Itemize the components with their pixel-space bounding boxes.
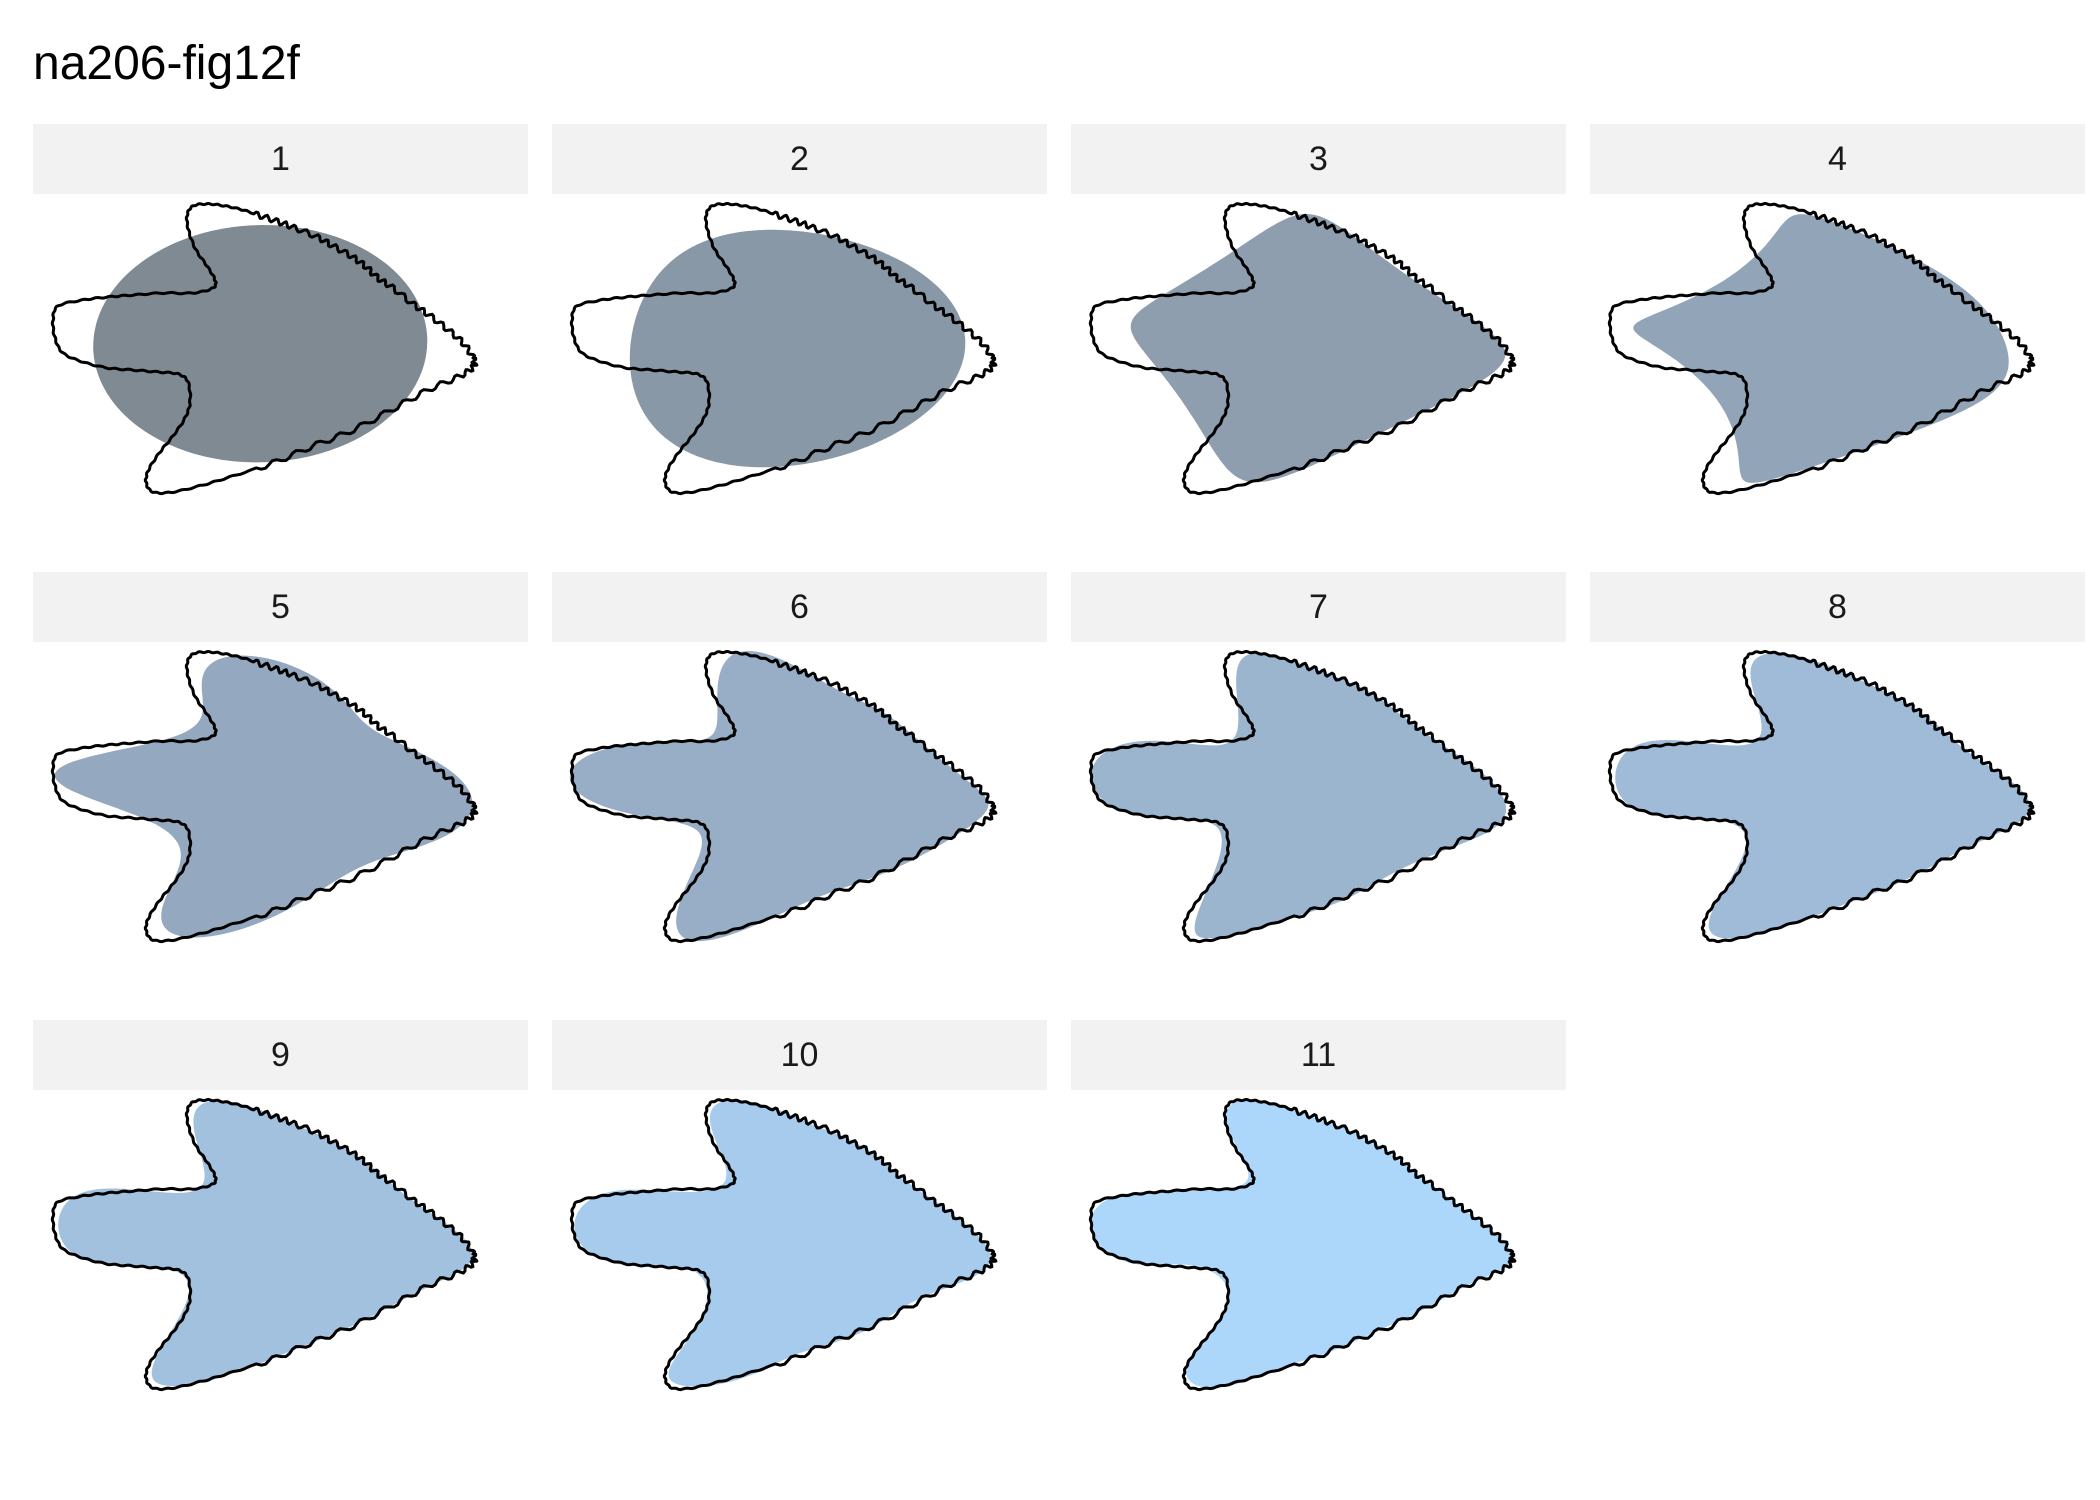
facet-plot-svg xyxy=(50,650,479,944)
facet-plot-svg xyxy=(50,202,479,496)
facet-plot-area xyxy=(552,1098,1047,1451)
facet-panel-3: 3 xyxy=(1071,124,1566,555)
arrowhead-outline xyxy=(50,650,479,944)
arrowhead-outline xyxy=(1088,650,1517,944)
facet-strip-label: 3 xyxy=(1071,124,1566,194)
facet-plot-area xyxy=(1071,1098,1566,1451)
facet-plot-svg xyxy=(569,202,998,496)
reconstructed-shape xyxy=(569,650,989,942)
reconstructed-shape xyxy=(1090,653,1507,939)
facet-plot-svg xyxy=(1088,1098,1517,1392)
arrowhead-outline xyxy=(569,650,998,944)
facet-strip-label: 4 xyxy=(1590,124,2085,194)
facet-strip-label: 8 xyxy=(1590,572,2085,642)
facet-strip-label: 5 xyxy=(33,572,528,642)
facet-panel-4: 4 xyxy=(1590,124,2085,555)
facet-strip-label: 9 xyxy=(33,1020,528,1090)
arrowhead-outline xyxy=(50,1098,479,1392)
arrowhead-outline xyxy=(1088,1098,1517,1392)
arrowhead-outline xyxy=(50,202,479,496)
facet-plot-svg xyxy=(50,1098,479,1392)
facet-panel-5: 5 xyxy=(33,572,528,1003)
facet-plot-area xyxy=(1071,202,1566,555)
facet-panel-11: 11 xyxy=(1071,1020,1566,1451)
arrowhead-outline xyxy=(1607,650,2036,944)
reconstructed-shape xyxy=(629,229,966,468)
facet-plot-area xyxy=(552,202,1047,555)
facet-panel-10: 10 xyxy=(552,1020,1047,1451)
facet-strip-label: 7 xyxy=(1071,572,1566,642)
facet-plot-area xyxy=(1590,202,2085,555)
facet-plot-area xyxy=(33,650,528,1003)
facet-plot-svg xyxy=(569,650,998,944)
facet-strip-label: 1 xyxy=(33,124,528,194)
reconstructed-shape xyxy=(574,1099,991,1387)
facet-plot-svg xyxy=(569,1098,998,1392)
facet-strip-label: 6 xyxy=(552,572,1047,642)
arrowhead-outline xyxy=(1088,202,1517,496)
reconstructed-shape xyxy=(58,1100,473,1386)
reconstructed-shape xyxy=(1090,1099,1512,1388)
facet-panel-6: 6 xyxy=(552,572,1047,1003)
page-title: na206-fig12f xyxy=(33,37,300,90)
facet-plot-area xyxy=(33,1098,528,1451)
facet-strip-label: 10 xyxy=(552,1020,1047,1090)
arrowhead-outline xyxy=(569,202,998,496)
facet-panel-2: 2 xyxy=(552,124,1047,555)
reconstructed-shape xyxy=(54,655,473,938)
reconstructed-shape xyxy=(1615,653,2030,939)
facet-plot-svg xyxy=(1088,650,1517,944)
facet-panel-7: 7 xyxy=(1071,572,1566,1003)
reconstructed-shape xyxy=(1633,214,2009,483)
facet-panel-9: 9 xyxy=(33,1020,528,1451)
facet-panel-8: 8 xyxy=(1590,572,2085,1003)
facet-plot-svg xyxy=(1607,650,2036,944)
facet-plot-area xyxy=(552,650,1047,1003)
facet-panel-1: 1 xyxy=(33,124,528,555)
reconstructed-shape xyxy=(93,225,428,463)
arrowhead-outline xyxy=(1607,202,2036,496)
facet-strip-label: 2 xyxy=(552,124,1047,194)
facet-plot-svg xyxy=(1607,202,2036,496)
facet-plot-area xyxy=(33,202,528,555)
facet-plot-area xyxy=(1590,650,2085,1003)
facet-strip-label: 11 xyxy=(1071,1020,1566,1090)
reconstructed-shape xyxy=(1130,214,1506,483)
facet-plot-area xyxy=(1071,650,1566,1003)
arrowhead-outline xyxy=(569,1098,998,1392)
facet-plot-svg xyxy=(1088,202,1517,496)
